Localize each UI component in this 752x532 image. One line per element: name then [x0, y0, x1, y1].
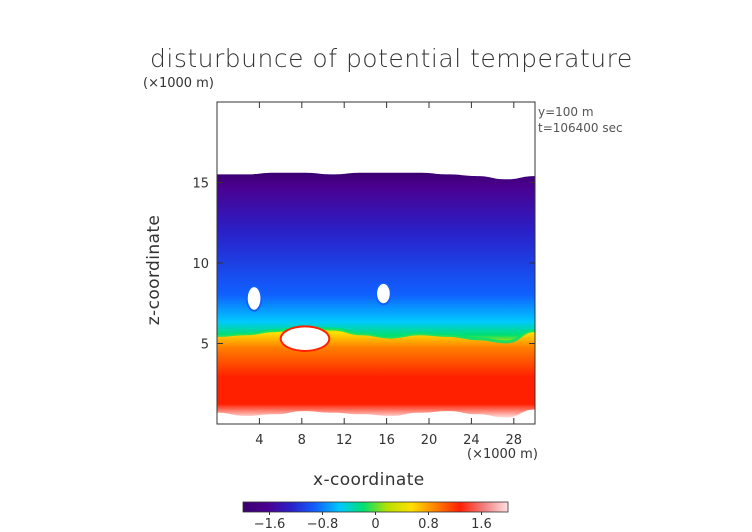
colorbar-tick-label-4: 1.6	[471, 517, 492, 532]
zero-pocket-1	[247, 287, 261, 310]
x-tick-label-16: 16	[378, 433, 395, 448]
colorbar-tick-label-0: −1.6	[254, 517, 286, 532]
x-tick-label-28: 28	[506, 433, 523, 448]
zero-pocket-3	[281, 327, 329, 350]
x-tick-label-12: 12	[336, 433, 353, 448]
colorbar-tick-label-2: 0	[371, 517, 379, 532]
x-axis-label: x-coordinate	[313, 470, 425, 490]
y-tick-label-5: 5	[201, 338, 209, 353]
x-tick-label-24: 24	[463, 433, 480, 448]
x-tick-label-4: 4	[255, 433, 263, 448]
interface-contour	[216, 325, 536, 344]
x-tick-label-20: 20	[421, 433, 438, 448]
colorbar	[242, 501, 509, 513]
chart-title: disturbunce of potential temperature	[150, 44, 633, 73]
y-axis-unit: (×1000 m)	[143, 76, 214, 91]
time-info: t=106400 sec	[538, 121, 623, 135]
x-axis-unit: (×1000 m)	[467, 447, 538, 462]
negative-anomaly-region	[217, 172, 535, 342]
x-tick-label-8: 8	[298, 433, 306, 448]
zero-pocket-2	[377, 283, 390, 304]
y-tick-label-10: 10	[192, 257, 209, 272]
colorbar-tick-label-3: 0.8	[418, 517, 439, 532]
y-position-info: y=100 m	[538, 105, 594, 119]
y-tick-label-15: 15	[192, 177, 209, 192]
colorbar-tick-label-1: −0.8	[307, 517, 339, 532]
